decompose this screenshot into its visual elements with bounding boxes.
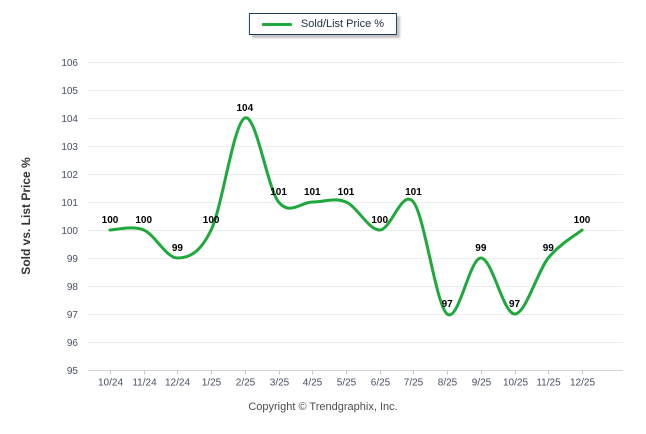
data-point-label: 100: [371, 215, 388, 226]
y-tick-label: 99: [67, 254, 79, 265]
series-line: [108, 116, 584, 317]
x-tick-label: 12/24: [165, 378, 190, 389]
x-tick-label: 10/25: [503, 378, 528, 389]
x-tick-label: 9/25: [472, 378, 492, 389]
x-tick-label: 11/24: [132, 378, 157, 389]
y-axis-title: Sold vs. List Price %: [19, 157, 33, 275]
x-tick-label: 11/25: [536, 378, 561, 389]
x-tick-label: 7/25: [404, 378, 424, 389]
x-tick-label: 3/25: [270, 378, 290, 389]
data-point-label: 100: [102, 215, 119, 226]
x-tick-label: 12/25: [570, 378, 595, 389]
y-tick-label: 104: [61, 114, 78, 125]
y-tick-label: 95: [67, 366, 79, 377]
y-tick-label: 100: [61, 226, 78, 237]
legend: Sold/List Price %: [248, 13, 398, 35]
x-tick-label: 1/25: [202, 378, 222, 389]
x-tick-label: 2/25: [236, 378, 256, 389]
data-point-label: 101: [405, 187, 422, 198]
legend-line-swatch: [261, 22, 292, 26]
x-tick-label: 10/24: [98, 378, 123, 389]
y-tick-label: 97: [67, 310, 79, 321]
data-point-label: 100: [135, 215, 152, 226]
x-tick-label: 5/25: [337, 378, 357, 389]
data-point-label: 100: [574, 215, 591, 226]
x-tick-label: 4/25: [303, 378, 323, 389]
x-tick-label: 8/25: [438, 378, 458, 389]
data-point-label: 101: [270, 187, 287, 198]
data-point-label: 104: [237, 103, 254, 114]
y-tick-label: 101: [61, 198, 78, 209]
y-tick-label: 98: [67, 282, 79, 293]
x-tick-label: 6/25: [371, 378, 391, 389]
data-point-label: 101: [338, 187, 355, 198]
data-point-label: 97: [509, 299, 521, 310]
data-point-label: 100: [203, 215, 220, 226]
data-point-label: 97: [442, 299, 454, 310]
y-tick-label: 106: [61, 58, 78, 69]
y-tick-label: 102: [61, 170, 78, 181]
legend-label: Sold/List Price %: [300, 18, 385, 30]
y-tick-label: 96: [67, 338, 79, 349]
y-tick-label: 105: [61, 86, 78, 97]
data-point-label: 99: [543, 243, 555, 254]
copyright-text: Copyright © Trendgraphix, Inc.: [248, 401, 398, 413]
data-point-label: 99: [172, 243, 184, 254]
data-point-label: 99: [475, 243, 487, 254]
y-tick-label: 103: [61, 142, 78, 153]
data-point-label: 101: [304, 187, 321, 198]
